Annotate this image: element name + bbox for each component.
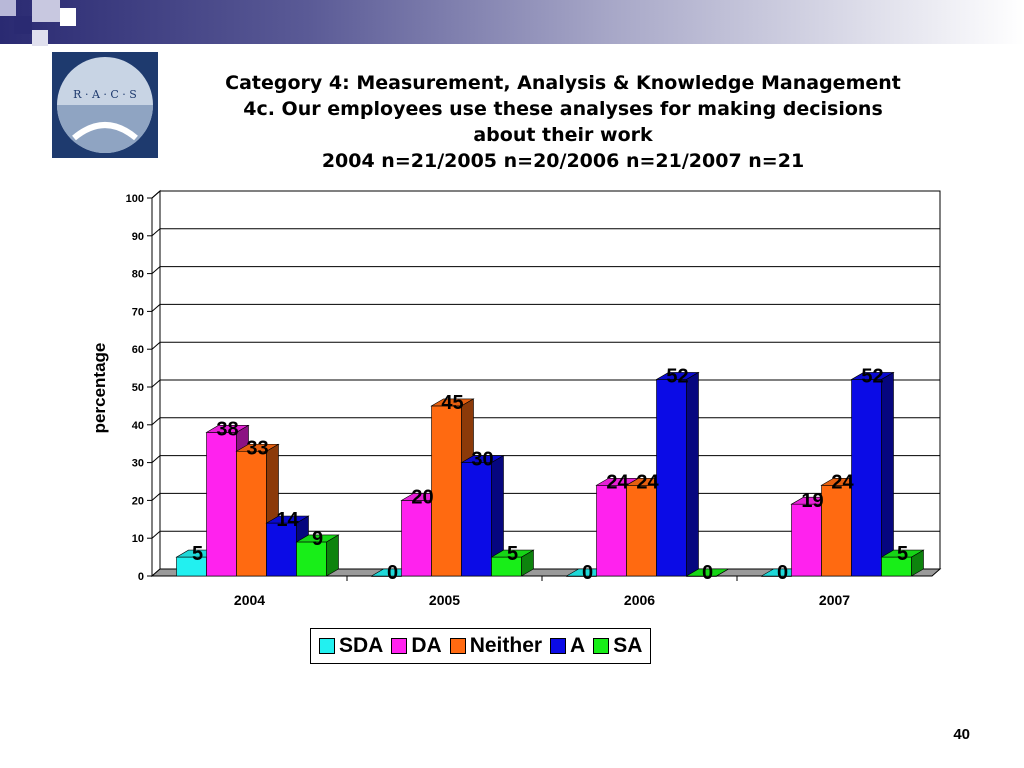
data-label-a-2005: 30: [471, 449, 493, 471]
y-tick-label: 30: [132, 458, 144, 470]
legend-item-da: DA: [391, 634, 442, 658]
zero-side-sa-2006: [716, 568, 729, 577]
bar-side-a-2006: [686, 371, 699, 577]
y-tick-label: 20: [132, 495, 144, 507]
y-tick-label: 70: [132, 306, 144, 318]
gridline-side: [151, 304, 161, 312]
racs-logo-graphic: R · A · C · S: [57, 57, 153, 153]
header-gradient-band: [0, 0, 1024, 44]
legend-swatch-a: [550, 638, 567, 654]
legend-label-neither: Neither: [469, 634, 543, 657]
data-label-sda-2007: 0: [777, 562, 788, 584]
data-label-neither-2004: 33: [246, 437, 268, 459]
x-tick-label: 2005: [429, 592, 460, 608]
data-label-sa-2006: 0: [702, 562, 713, 584]
gridline-side: [151, 530, 161, 539]
bar-front-a-2004: [266, 522, 297, 577]
gridline-side: [151, 341, 161, 350]
decorative-square: [32, 30, 48, 46]
y-tick-label: 50: [132, 382, 144, 394]
bar-side-a-2007: [881, 371, 894, 577]
legend-item-sda: SDA: [319, 634, 383, 658]
y-axis-title: percentage: [90, 343, 109, 434]
y-tick-label: 60: [132, 344, 144, 356]
x-tick-label: 2004: [234, 592, 265, 608]
bar-front-da-2005: [401, 500, 432, 577]
data-label-da-2007: 19: [801, 490, 823, 512]
data-label-sa-2004: 9: [312, 528, 323, 550]
title-line-4: 2004 n=21/2005 n=20/2006 n=21/2007 n=21: [321, 150, 805, 172]
y-tick-label: 0: [138, 571, 144, 583]
racs-logo: R · A · C · S: [52, 52, 158, 158]
decorative-square: [0, 0, 16, 16]
gridline-side: [151, 379, 161, 388]
title-line-1: Category 4: Measurement, Analysis & Know…: [225, 72, 901, 94]
bar-side-sa-2007: [911, 549, 924, 577]
data-label-a-2006: 52: [666, 365, 688, 387]
y-tick-label: 80: [132, 269, 144, 281]
gridline-side: [151, 190, 161, 199]
bar-side-sa-2005: [521, 549, 534, 577]
data-label-sda-2005: 0: [387, 562, 398, 584]
data-label-da-2005: 20: [411, 486, 433, 508]
bar-front-neither-2007: [821, 484, 852, 577]
data-label-sda-2004: 5: [192, 543, 203, 565]
bar-front-neither-2006: [626, 484, 657, 577]
bar-front-da-2007: [791, 503, 822, 577]
legend-swatch-da: [391, 638, 408, 654]
legend-label-sa: SA: [613, 634, 643, 657]
bar-front-neither-2005: [431, 405, 462, 577]
title-line-3: about their work: [473, 124, 653, 146]
bar-front-a-2005: [461, 462, 492, 577]
bar-front-a-2006: [656, 379, 687, 577]
bar-front-a-2007: [851, 379, 882, 577]
logo-text: R · A · C · S: [73, 88, 137, 101]
x-tick-label: 2006: [624, 592, 655, 608]
legend-item-neither: Neither: [449, 634, 543, 658]
legend-label-sda: SDA: [339, 634, 384, 657]
legend-swatch-neither: [449, 638, 466, 654]
gridline-side: [151, 417, 161, 426]
y-tick-label: 10: [132, 533, 144, 545]
legend-label-a: A: [570, 634, 586, 657]
y-tick-label: 100: [126, 193, 144, 205]
bar-front-sa-2004: [296, 541, 327, 577]
bar-front-da-2004: [206, 432, 237, 577]
y-tick-label: 90: [132, 231, 144, 243]
bar-front-da-2006: [596, 484, 627, 577]
chart-legend: SDA DA Neither A SA: [310, 628, 652, 664]
decorative-square: [14, 16, 32, 34]
data-label-sda-2006: 0: [582, 562, 593, 584]
data-label-neither-2006: 24: [636, 471, 659, 493]
slide-title: Category 4: Measurement, Analysis & Know…: [185, 70, 941, 174]
data-label-da-2006: 24: [606, 471, 629, 493]
data-label-sa-2007: 5: [897, 543, 908, 565]
data-label-neither-2005: 45: [441, 392, 463, 414]
x-tick-label: 2007: [819, 592, 850, 608]
gridline-side: [151, 266, 161, 274]
data-label-a-2007: 52: [861, 365, 883, 387]
y-tick-label: 40: [132, 420, 144, 432]
legend-item-a: A: [550, 634, 585, 658]
legend-label-da: DA: [411, 634, 442, 657]
legend-item-sa: SA: [593, 634, 642, 658]
gridline-side: [151, 493, 161, 501]
gridline-side: [151, 455, 161, 463]
bar-side-sa-2004: [326, 534, 339, 577]
legend-swatch-sda: [319, 638, 335, 654]
legend-swatch-sa: [593, 638, 610, 654]
data-label-sa-2005: 5: [507, 543, 518, 565]
data-label-neither-2007: 24: [831, 471, 854, 493]
gridline-side: [151, 228, 161, 237]
title-line-2: 4c. Our employees use these analyses for…: [243, 98, 883, 120]
decorative-square: [60, 8, 76, 26]
data-label-da-2004: 38: [216, 418, 238, 440]
bar-front-neither-2004: [236, 450, 267, 577]
decorative-square: [32, 0, 60, 22]
data-label-a-2004: 14: [276, 509, 299, 531]
page-number: 40: [953, 726, 970, 743]
